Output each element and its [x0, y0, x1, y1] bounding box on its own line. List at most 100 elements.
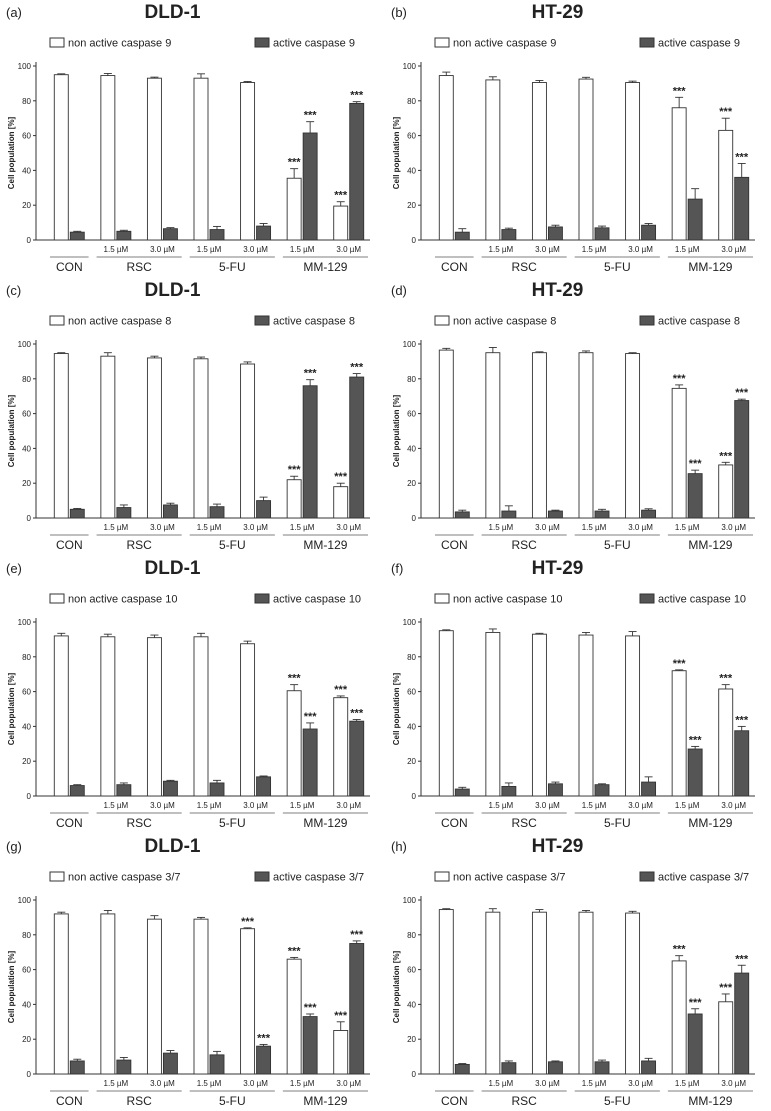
legend-swatch — [639, 315, 655, 326]
bar — [625, 635, 641, 797]
legend-swatch — [434, 871, 450, 882]
x-tick-label: 3.0 µM — [721, 1079, 746, 1088]
significance-label: *** — [689, 458, 703, 470]
bar — [349, 102, 365, 241]
x-tick-label: 1.5 µM — [197, 1079, 222, 1088]
chart-panel: (d) HT-29 non active caspase 8 active caspa… — [391, 280, 755, 552]
y-tick-label: 60 — [407, 132, 416, 141]
bar — [501, 785, 517, 797]
legend-entry: active caspase 9 — [273, 38, 355, 50]
chart-title: DLD-1 — [145, 2, 201, 23]
group-label: MM-129 — [303, 816, 347, 830]
significance-label: *** — [304, 711, 318, 723]
bar — [454, 1063, 470, 1075]
bar — [687, 198, 703, 241]
bar — [209, 506, 225, 519]
significance-label: *** — [735, 151, 749, 163]
bar — [349, 720, 365, 797]
bar — [116, 784, 132, 797]
x-tick-label: 1.5 µM — [582, 1079, 607, 1088]
group-label: 5-FU — [604, 816, 631, 830]
bar — [53, 635, 69, 797]
x-tick-label: 3.0 µM — [535, 801, 560, 810]
group-label: RSC — [126, 538, 152, 552]
legend-entry: active caspase 3/7 — [658, 872, 749, 884]
bar — [501, 510, 517, 519]
y-tick-label: 100 — [403, 896, 417, 905]
x-tick-label: 1.5 µM — [675, 801, 700, 810]
bar — [531, 911, 547, 1075]
x-tick-label: 1.5 µM — [290, 523, 315, 532]
chart-title: DLD-1 — [145, 280, 201, 301]
bar — [286, 177, 302, 241]
bar — [438, 630, 454, 797]
bar — [485, 79, 501, 241]
legend-entry: non active caspase 10 — [453, 594, 562, 606]
group-label: 5-FU — [604, 1094, 631, 1108]
x-tick-label: 1.5 µM — [197, 801, 222, 810]
chart-panel: (c) DLD-1 non active caspase 8 active caspa… — [6, 280, 370, 552]
y-tick-label: 0 — [412, 1070, 417, 1079]
significance-label: *** — [350, 90, 364, 102]
bar — [501, 1062, 517, 1075]
significance-label: *** — [304, 110, 318, 122]
bar — [671, 960, 687, 1075]
group-label: CON — [441, 816, 468, 830]
bar — [578, 911, 594, 1075]
group-label: RSC — [511, 260, 537, 274]
y-tick-label: 0 — [27, 792, 32, 801]
legend-swatch — [49, 315, 65, 326]
x-tick-label: 1.5 µM — [197, 523, 222, 532]
bar — [594, 1061, 610, 1075]
bar — [240, 82, 256, 241]
legend-swatch — [639, 593, 655, 604]
group-label: 5-FU — [219, 538, 246, 552]
y-tick-label: 0 — [412, 792, 417, 801]
significance-label: *** — [350, 707, 364, 719]
x-tick-label: 1.5 µM — [675, 523, 700, 532]
legend-entry: non active caspase 9 — [68, 38, 171, 50]
bar — [53, 353, 69, 519]
group-label: 5-FU — [604, 260, 631, 274]
bar — [578, 634, 594, 797]
x-tick-label: 1.5 µM — [582, 801, 607, 810]
x-tick-label: 3.0 µM — [243, 523, 268, 532]
panel-label: (c) — [6, 283, 21, 298]
bar — [146, 918, 162, 1075]
bar — [531, 82, 547, 241]
x-tick-label: 1.5 µM — [582, 523, 607, 532]
y-tick-label: 80 — [407, 653, 416, 662]
group-label: MM-129 — [688, 260, 732, 274]
y-tick-label: 0 — [412, 514, 417, 523]
bar — [531, 633, 547, 797]
bar — [333, 486, 349, 519]
bar — [116, 507, 132, 519]
legend-swatch — [434, 37, 450, 48]
y-tick-label: 80 — [407, 97, 416, 106]
bar — [209, 782, 225, 797]
x-tick-label: 1.5 µM — [489, 523, 514, 532]
chart-panel: (h) HT-29 non active caspase 3/7 active cas… — [391, 836, 755, 1108]
x-tick-label: 3.0 µM — [535, 523, 560, 532]
bar — [594, 510, 610, 519]
y-tick-label: 40 — [407, 1000, 416, 1009]
bar — [53, 74, 69, 241]
bar — [256, 1045, 272, 1075]
legend-swatch — [254, 871, 270, 882]
panel-label: (b) — [391, 5, 407, 20]
x-tick-label: 1.5 µM — [290, 1079, 315, 1088]
y-axis-label: Cell population [%] — [392, 672, 401, 745]
group-label: 5-FU — [604, 538, 631, 552]
legend-entry: non active caspase 8 — [453, 316, 556, 328]
legend-entry: active caspase 3/7 — [273, 872, 364, 884]
y-tick-label: 20 — [22, 1035, 31, 1044]
bar — [438, 75, 454, 241]
y-tick-label: 0 — [27, 1070, 32, 1079]
panel-label: (d) — [391, 283, 407, 298]
chart-title: DLD-1 — [145, 558, 201, 579]
bar — [641, 781, 657, 797]
bar — [718, 1001, 734, 1075]
chart-panel: (e) DLD-1 non active caspase 10 active casp… — [6, 558, 370, 830]
bar — [547, 226, 563, 241]
